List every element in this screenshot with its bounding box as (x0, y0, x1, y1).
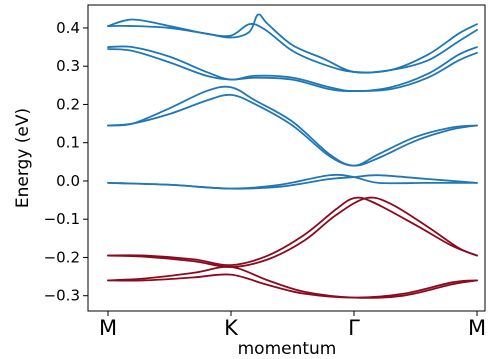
valence-band-line (107, 265, 478, 299)
valence-band-line (107, 196, 478, 268)
y-tick-label: 0.4 (56, 19, 80, 37)
x-tick-label: M (99, 316, 117, 340)
plot-area (107, 13, 478, 299)
valence-band-line (107, 273, 478, 299)
conduction-band-line (107, 13, 478, 74)
y-axis-label: Energy (eV) (13, 108, 33, 208)
y-tick-label: −0.1 (44, 210, 80, 228)
conduction-band-line (107, 93, 478, 167)
x-tick-label: Γ (348, 316, 360, 340)
x-axis-label: momentum (238, 339, 337, 359)
y-tick-label: 0.0 (56, 172, 80, 190)
conduction-band-line (107, 18, 478, 74)
conduction-band-line (107, 45, 478, 92)
conduction-band-line (107, 173, 478, 190)
conduction-band-line (107, 48, 478, 92)
y-tick-label: 0.2 (56, 95, 80, 113)
y-axis: 0.4 0.3 0.2 0.1 0.0 −0.1 −0.2 −0.3 (44, 19, 88, 305)
conduction-band-line (107, 85, 478, 167)
axes-frame (87, 4, 486, 312)
valence-band-line (107, 196, 478, 267)
y-tick-label: 0.1 (56, 134, 80, 152)
y-tick-label: −0.2 (44, 248, 80, 266)
y-tick-label: 0.3 (56, 57, 80, 75)
x-tick-label: K (224, 316, 239, 340)
x-tick-label: M (468, 316, 486, 340)
y-tick-label: −0.3 (44, 287, 80, 305)
conduction-band-line (107, 174, 478, 190)
